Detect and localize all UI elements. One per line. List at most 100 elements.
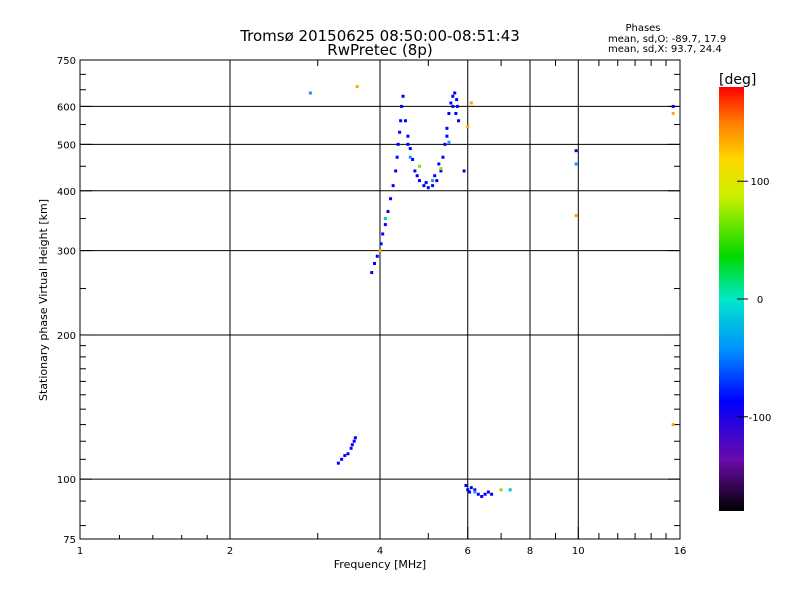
y-axis-ticks: 75 100 200 300 400 500 600 750 (57, 56, 680, 546)
data-point (386, 210, 390, 214)
data-point (574, 149, 578, 153)
data-point (403, 119, 407, 123)
data-point (336, 461, 340, 465)
data-point (454, 111, 458, 115)
data-point (473, 490, 477, 494)
data-point (447, 140, 451, 144)
data-point (671, 104, 675, 108)
y-tick-label: 75 (63, 535, 76, 546)
y-tick-label: 750 (57, 56, 76, 67)
data-point (439, 167, 443, 171)
data-point (350, 443, 354, 447)
data-point (352, 439, 356, 443)
data-point (449, 101, 453, 105)
data-point (401, 94, 405, 98)
data-point (480, 494, 484, 498)
data-point (373, 261, 377, 265)
data-point (408, 147, 412, 151)
data-point (406, 142, 410, 146)
colorbar-ticks: 100 0 -100 (737, 177, 771, 424)
data-point (406, 134, 410, 138)
x-tick-label: 10 (572, 546, 585, 557)
x-tick-label: 1 (77, 546, 83, 557)
data-point (443, 142, 447, 146)
data-point (422, 184, 426, 188)
data-point (411, 157, 415, 161)
data-point (346, 452, 350, 456)
data-point (435, 179, 439, 183)
data-point (468, 490, 472, 494)
data-point (466, 488, 470, 492)
data-point (464, 483, 468, 487)
y-tick-label: 400 (57, 187, 76, 198)
data-point (399, 119, 403, 123)
data-point (396, 142, 400, 146)
x-tick-label: 2 (227, 546, 233, 557)
colorbar-tick-label: 100 (750, 177, 769, 188)
data-point (469, 101, 473, 105)
data-point (483, 492, 487, 496)
data-point (383, 217, 387, 221)
data-point (370, 271, 374, 275)
y-tick-label: 300 (57, 247, 76, 258)
data-point (473, 488, 477, 492)
data-point (426, 186, 430, 190)
data-point (433, 174, 437, 178)
data-point (447, 111, 451, 115)
data-point (431, 179, 435, 183)
data-point (574, 162, 578, 166)
grid-lines (80, 60, 680, 539)
y-tick-label: 100 (57, 475, 76, 486)
data-point (462, 169, 466, 173)
data-point (671, 423, 675, 427)
legend-line-o: mean, sd,O: -89.7, 17.9 (608, 34, 726, 45)
data-point (445, 134, 449, 138)
data-point (431, 184, 435, 188)
data-point (441, 155, 445, 159)
colorbar-tick-label: -100 (749, 413, 772, 424)
data-point (355, 85, 359, 89)
data-point (424, 181, 428, 185)
data-point (340, 457, 344, 461)
colorbar-tick-label: 0 (757, 295, 763, 306)
x-tick-label: 8 (527, 546, 533, 557)
data-point (343, 454, 347, 458)
data-point (395, 155, 399, 159)
data-point (453, 91, 457, 95)
data-point (381, 232, 385, 236)
data-point (375, 254, 379, 258)
data-point (455, 104, 459, 108)
y-tick-label: 200 (57, 331, 76, 342)
x-tick-label: 6 (465, 546, 471, 557)
y-tick-label: 500 (57, 140, 76, 151)
x-tick-label: 4 (377, 546, 383, 557)
data-point (415, 174, 419, 178)
data-point (476, 492, 480, 496)
data-point (383, 223, 387, 227)
data-point (417, 164, 421, 168)
data-point (349, 446, 353, 450)
chart-subtitle: RwPretec (8p) (327, 41, 432, 59)
data-point (508, 488, 512, 492)
data-point (499, 488, 503, 492)
data-point (486, 490, 490, 494)
data-point (451, 94, 455, 98)
legend-line-x: mean, sd,X: 93.7, 24.4 (608, 44, 722, 55)
data-point (466, 124, 470, 128)
data-point (398, 130, 402, 134)
y-tick-label: 600 (57, 102, 76, 113)
legend-title: Phases (625, 23, 660, 34)
colorbar-label: [deg] (719, 72, 756, 88)
data-point (445, 126, 449, 130)
data-point (574, 214, 578, 218)
x-tick-label: 16 (674, 546, 687, 557)
data-point (378, 249, 382, 253)
data-point (671, 111, 675, 115)
data-point (389, 197, 393, 201)
x-axis-label: Frequency [MHz] (334, 558, 426, 571)
data-point (439, 169, 443, 173)
data-point (391, 184, 395, 188)
y-axis-label: Stationary phase Virtual Height [km] (37, 199, 50, 401)
x-axis-ticks: 1 2 4 6 8 10 16 (77, 60, 687, 557)
